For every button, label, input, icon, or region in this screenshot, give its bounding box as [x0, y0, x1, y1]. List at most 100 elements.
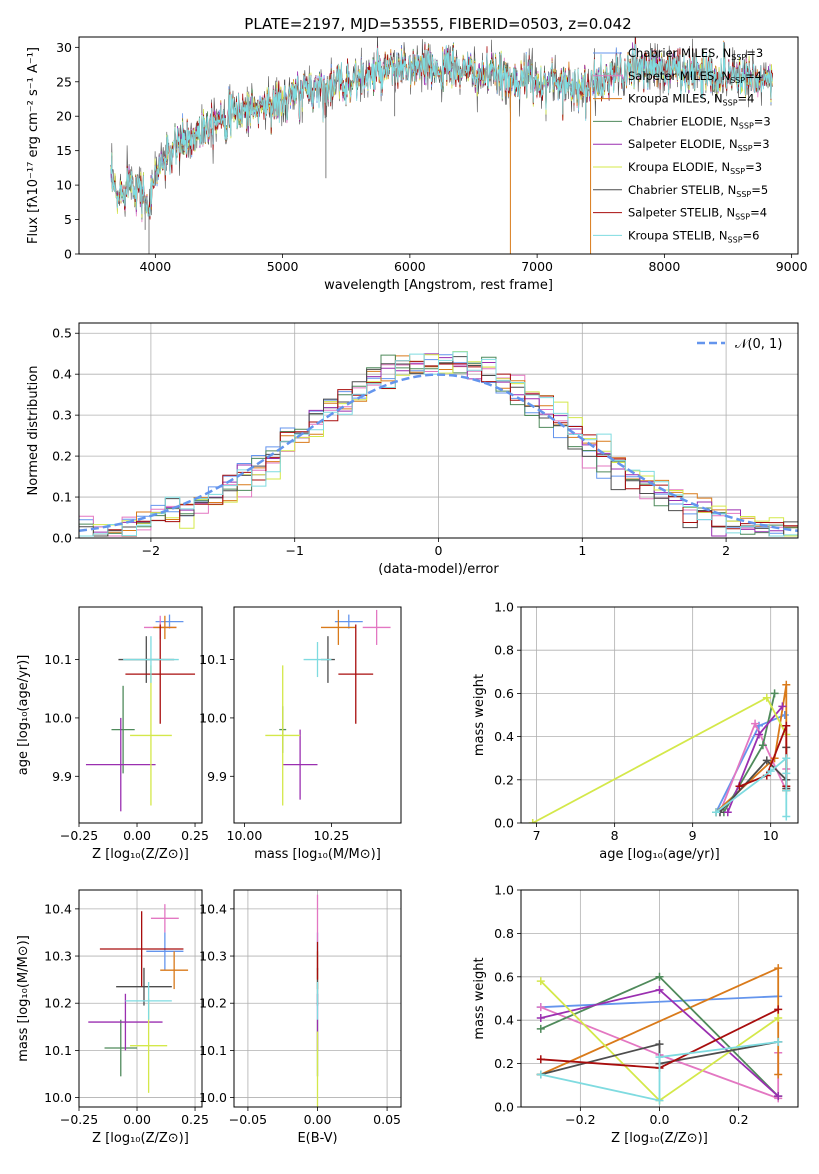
weight-marker-2 — [782, 680, 791, 689]
y-tick-label: 0.0 — [52, 531, 72, 546]
y-tick-label: 1.0 — [494, 883, 514, 898]
y-tick-label: 0.6 — [494, 969, 514, 984]
x-tick-label: −2 — [142, 543, 160, 558]
weight-marker-8 — [774, 1037, 783, 1046]
weight-line-3 — [723, 693, 776, 813]
x-tick-label: 1 — [578, 543, 586, 558]
weight-marker-3 — [758, 741, 767, 750]
weight-marker-8 — [782, 769, 791, 778]
x-tick-label: 0.00 — [304, 1112, 332, 1127]
y-tick-label: 0.4 — [494, 1013, 514, 1028]
weight-marker-7 — [735, 782, 744, 791]
weight-marker-4 — [723, 808, 732, 817]
weight-marker-4 — [778, 702, 787, 711]
legend-entry: Salpeter ELODIE, NSSP=3 — [628, 137, 770, 153]
weight-marker-8 — [655, 1053, 664, 1062]
y-tick-label: 10.4 — [199, 901, 227, 916]
weight-marker-5 — [536, 977, 545, 986]
weight-marker-8 — [766, 767, 775, 776]
weight-marker-8 — [536, 1070, 545, 1079]
weight-line-8 — [540, 1041, 779, 1102]
panel-spectrum: 4000 5000 6000 7000 8000 9000 0 5 10 15 20 25 30 wave… — [26, 36, 808, 293]
x-axis-label: mass [log₁₀(M/M⊙)] — [254, 847, 381, 862]
spectrum-line-8 — [110, 42, 773, 217]
weight-marker-4 — [536, 1014, 545, 1023]
x-tick-label: 10.25 — [314, 828, 350, 843]
y-tick-label: 10.0 — [44, 1090, 72, 1105]
y-tick-label: 9.9 — [52, 769, 72, 784]
weight-marker-6 — [655, 1040, 664, 1049]
x-tick-label: 9000 — [776, 259, 808, 274]
y-tick-label: 10 — [56, 178, 72, 193]
weight-marker-8 — [655, 1096, 664, 1105]
x-tick-label: 7000 — [521, 259, 553, 274]
x-tick-label: 4000 — [139, 259, 171, 274]
x-tick-label: −0.25 — [60, 1112, 98, 1127]
x-axis-label: E(B-V) — [297, 1131, 337, 1146]
x-tick-label: 10.00 — [227, 828, 263, 843]
y-axis-label: mass [log₁₀(M/M⊙)] — [16, 935, 31, 1062]
y-axis-label: mass weight — [472, 674, 487, 756]
weight-marker-2 — [774, 1070, 783, 1079]
panel-weight_vs_age: 7 8 9 10 0.0 0.2 0.4 0.6 0.8 1.0 age [log₁₀(age/yr… — [472, 600, 799, 862]
weight-marker-1 — [751, 719, 760, 728]
axes-frame — [233, 606, 402, 824]
x-tick-label: 8 — [611, 828, 619, 843]
y-tick-label: 0.0 — [494, 816, 514, 831]
x-tick-label: −0.05 — [229, 1112, 267, 1127]
y-tick-label: 0.5 — [52, 326, 72, 341]
normal-reference-curve — [79, 373, 798, 533]
y-tick-label: 9.9 — [207, 769, 227, 784]
axes-frame — [78, 36, 799, 255]
y-tick-label: 10.4 — [44, 901, 72, 916]
axes-frame — [78, 606, 203, 824]
y-tick-label: 0.8 — [494, 643, 514, 658]
weight-marker-7 — [782, 721, 791, 730]
figure-title: PLATE=2197, MJD=53555, FIBERID=0503, z=0… — [244, 15, 631, 33]
weight-marker-3 — [770, 689, 779, 698]
y-tick-label: 15 — [56, 143, 72, 158]
x-tick-label: 9 — [689, 828, 697, 843]
legend-entry: Chabrier STELIB, NSSP=5 — [628, 183, 768, 199]
y-tick-label: 0.2 — [494, 1056, 514, 1071]
x-tick-label: −1 — [285, 543, 303, 558]
axes-frame — [520, 606, 799, 824]
weight-line-8 — [715, 756, 788, 817]
y-axis-label: Normed distribution — [26, 366, 41, 496]
y-tick-label: 10.0 — [199, 710, 227, 725]
x-axis-label: Z [log₁₀(Z/Z⊙)] — [611, 1131, 708, 1146]
y-tick-label: 10.2 — [44, 996, 72, 1011]
x-tick-label: 10 — [763, 828, 779, 843]
x-tick-label: 0.00 — [123, 828, 151, 843]
y-axis-label: Flux [fλ10⁻¹⁷ erg cm⁻² s⁻¹ A⁻¹] — [26, 47, 41, 244]
y-tick-label: 0.4 — [494, 729, 514, 744]
weight-marker-6 — [762, 756, 771, 765]
weight-marker-7 — [536, 1055, 545, 1064]
x-axis-label: wavelength [Angstrom, rest frame] — [324, 278, 553, 293]
y-tick-label: 10.3 — [199, 949, 227, 964]
panel-age_vs_Z: −0.25 0.00 0.25 9.9 10.0 10.1 Z [log₁₀(Z/Z⊙)] a… — [16, 606, 209, 862]
y-tick-label: 0.8 — [494, 926, 514, 941]
weight-marker-7 — [774, 1005, 783, 1014]
y-tick-label: 30 — [56, 40, 72, 55]
x-tick-label: 0.25 — [181, 1112, 209, 1127]
weight-marker-2 — [774, 964, 783, 973]
y-axis-label: mass weight — [472, 957, 487, 1039]
x-tick-label: 5000 — [267, 259, 299, 274]
y-tick-label: 1.0 — [494, 600, 514, 615]
y-tick-label: 0.0 — [494, 1100, 514, 1115]
weight-marker-5 — [762, 693, 771, 702]
axes-frame — [78, 889, 203, 1108]
x-axis-label: (data-model)/error — [378, 562, 499, 577]
weight-marker-1 — [536, 1003, 545, 1012]
y-tick-label: 0 — [64, 247, 72, 262]
y-tick-label: 0.1 — [52, 490, 72, 505]
y-tick-label: 0.4 — [52, 367, 72, 382]
weight-marker-4 — [655, 985, 664, 994]
x-tick-label: 7 — [533, 828, 541, 843]
weight-marker-8 — [782, 786, 791, 795]
x-tick-label: 0 — [435, 543, 443, 558]
x-tick-label: 0.05 — [373, 1112, 401, 1127]
x-tick-label: −0.25 — [60, 828, 98, 843]
